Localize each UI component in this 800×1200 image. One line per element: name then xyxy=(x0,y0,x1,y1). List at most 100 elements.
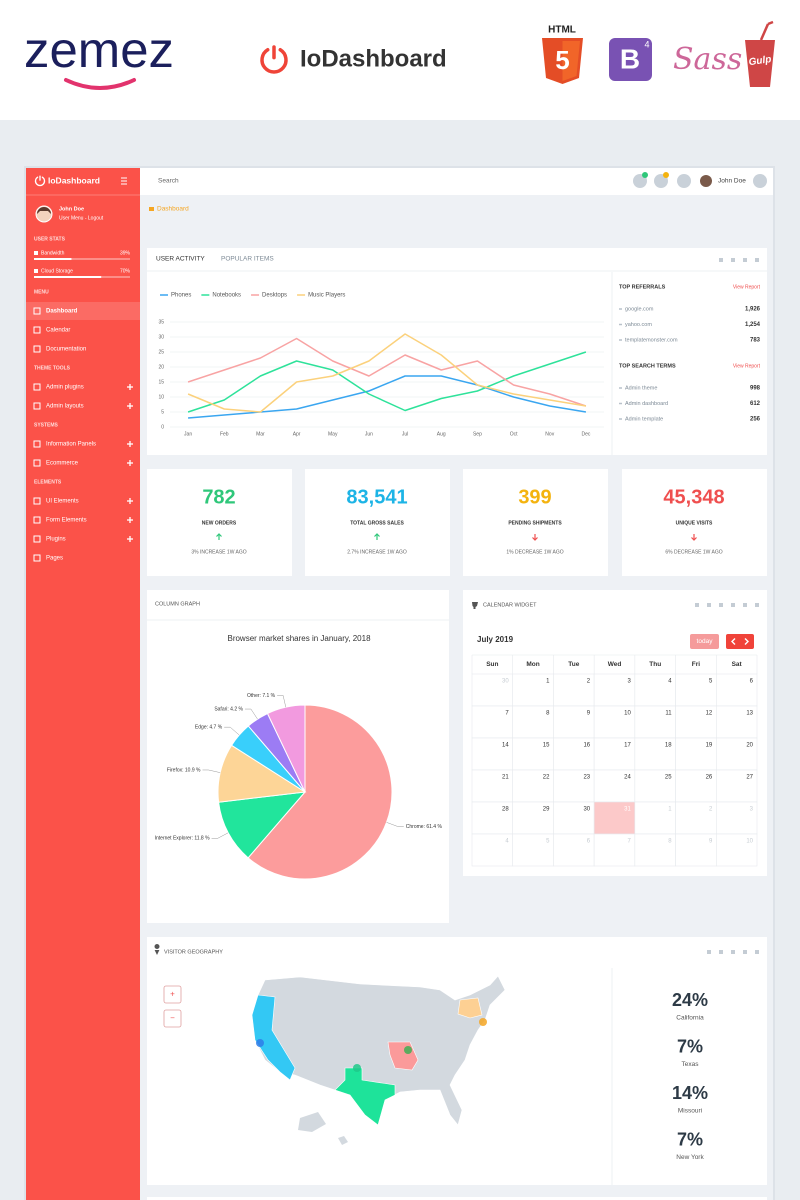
calendar-day: 9 xyxy=(709,839,713,845)
calendar-cell[interactable] xyxy=(512,769,554,803)
calendar-cell[interactable] xyxy=(675,737,717,771)
calendar-cell[interactable] xyxy=(471,769,514,803)
legend-label[interactable]: Phones xyxy=(171,293,191,299)
menu-item[interactable]: Calendar xyxy=(46,328,70,334)
tab[interactable]: USER ACTIVITY xyxy=(156,256,205,263)
calendar-cell[interactable] xyxy=(675,801,717,835)
panel-tool[interactable] xyxy=(755,603,759,607)
legend-label[interactable]: Desktops xyxy=(262,293,287,299)
calendar-cell[interactable] xyxy=(675,769,717,803)
list-name[interactable]: templatemonster.com xyxy=(625,337,678,343)
calendar-cell[interactable] xyxy=(593,673,636,707)
panel-tool[interactable] xyxy=(743,950,747,954)
menu-item[interactable]: Pages xyxy=(46,556,63,562)
topbar-icon[interactable] xyxy=(677,174,691,188)
breadcrumb[interactable]: Dashboard xyxy=(157,206,189,213)
calendar-cell[interactable] xyxy=(634,833,676,867)
calendar-month: July 2019 xyxy=(477,635,514,644)
y-tick-label: 20 xyxy=(158,364,164,370)
label-connector xyxy=(202,769,221,773)
panel-tool[interactable] xyxy=(719,603,723,607)
list-name[interactable]: Admin dashboard xyxy=(625,401,668,407)
sidebar-user-links[interactable]: User Menu - Logout xyxy=(59,215,104,221)
menu-item[interactable]: Dashboard xyxy=(46,309,78,315)
calendar-day: 28 xyxy=(502,807,509,813)
menu-item[interactable]: Admin layouts xyxy=(46,404,84,410)
next-arrow[interactable] xyxy=(744,638,749,645)
tab[interactable]: POPULAR ITEMS xyxy=(221,256,274,263)
today-button-label[interactable]: today xyxy=(697,638,714,645)
logo-smile xyxy=(64,78,136,90)
view-report-link[interactable]: View Report xyxy=(733,284,761,290)
calendar-cell[interactable] xyxy=(634,769,676,803)
list-name[interactable]: Admin template xyxy=(625,416,663,422)
panel-tool[interactable] xyxy=(755,950,759,954)
panel-tool[interactable] xyxy=(743,258,747,262)
calendar-cell[interactable] xyxy=(593,737,636,771)
panel xyxy=(147,469,292,576)
panel-tool[interactable] xyxy=(707,950,711,954)
topbar-menu[interactable] xyxy=(753,174,767,188)
calendar-cell[interactable] xyxy=(512,801,554,835)
menu-item[interactable]: Documentation xyxy=(46,347,86,353)
zoom-label[interactable]: − xyxy=(170,1014,175,1023)
legend-label[interactable]: Notebooks xyxy=(212,293,241,299)
zoom-button[interactable] xyxy=(163,985,182,1004)
x-tick-label: Nov xyxy=(545,431,554,437)
state-region[interactable] xyxy=(334,1067,396,1126)
menu-item[interactable]: UI Elements xyxy=(46,499,79,505)
calendar-cell[interactable] xyxy=(553,673,595,707)
topbar-user[interactable]: John Doe xyxy=(718,178,746,185)
list-name[interactable]: google.com xyxy=(625,306,654,312)
panel-tool[interactable] xyxy=(755,258,759,262)
menu-item[interactable]: Plugins xyxy=(46,537,66,543)
panel-tool[interactable] xyxy=(743,603,747,607)
calendar-cell[interactable] xyxy=(675,833,717,867)
menu-item[interactable]: Form Elements xyxy=(46,518,87,524)
menu-item[interactable]: Information Panels xyxy=(46,442,96,448)
calendar-cell[interactable] xyxy=(553,769,595,803)
calendar-cell[interactable] xyxy=(553,833,595,867)
calendar-cell[interactable] xyxy=(634,705,676,739)
calendar-cell[interactable] xyxy=(512,833,554,867)
topbar-avatar[interactable] xyxy=(700,175,712,187)
calendar-cell[interactable] xyxy=(715,769,758,803)
calendar-cell[interactable] xyxy=(471,801,514,835)
calendar-cell[interactable] xyxy=(715,833,758,867)
slice-label: Chrome: 61.4 % xyxy=(406,824,443,830)
list-name[interactable]: yahoo.com xyxy=(625,322,652,328)
calendar-cell[interactable] xyxy=(593,705,636,739)
calendar-nav[interactable] xyxy=(726,634,754,649)
calendar-cell[interactable] xyxy=(471,833,514,867)
panel-tool[interactable] xyxy=(695,603,699,607)
calendar-cell[interactable] xyxy=(715,801,758,835)
calendar-cell[interactable] xyxy=(553,705,595,739)
panel-tool[interactable] xyxy=(731,258,735,262)
calendar-cell[interactable] xyxy=(634,801,676,835)
calendar-cell[interactable] xyxy=(593,801,636,835)
state-region[interactable] xyxy=(457,997,483,1019)
calendar-day: 10 xyxy=(746,839,753,845)
search-field[interactable]: Search xyxy=(158,178,179,185)
menu-item[interactable]: Admin plugins xyxy=(46,385,84,391)
zoom-label[interactable]: + xyxy=(170,990,175,999)
menu-item[interactable]: Ecommerce xyxy=(46,461,79,467)
calendar-cell[interactable] xyxy=(512,737,554,771)
panel-tool[interactable] xyxy=(719,950,723,954)
prev-arrow[interactable] xyxy=(731,638,736,645)
list-name[interactable]: Admin theme xyxy=(625,385,657,391)
panel-tool[interactable] xyxy=(731,950,735,954)
zoom-button[interactable] xyxy=(163,1009,182,1028)
calendar-cell[interactable] xyxy=(715,737,758,771)
state-region[interactable] xyxy=(251,994,296,1081)
panel-tool[interactable] xyxy=(731,603,735,607)
legend-label[interactable]: Music Players xyxy=(308,293,345,299)
view-report-link[interactable]: View Report xyxy=(733,363,761,369)
calendar-cell[interactable] xyxy=(634,737,676,771)
calendar-cell[interactable] xyxy=(471,705,514,739)
calendar-cell[interactable] xyxy=(715,705,758,739)
panel-tool[interactable] xyxy=(719,258,723,262)
today-button[interactable] xyxy=(690,634,719,649)
panel-tool[interactable] xyxy=(707,603,711,607)
calendar-cell[interactable] xyxy=(553,801,595,835)
